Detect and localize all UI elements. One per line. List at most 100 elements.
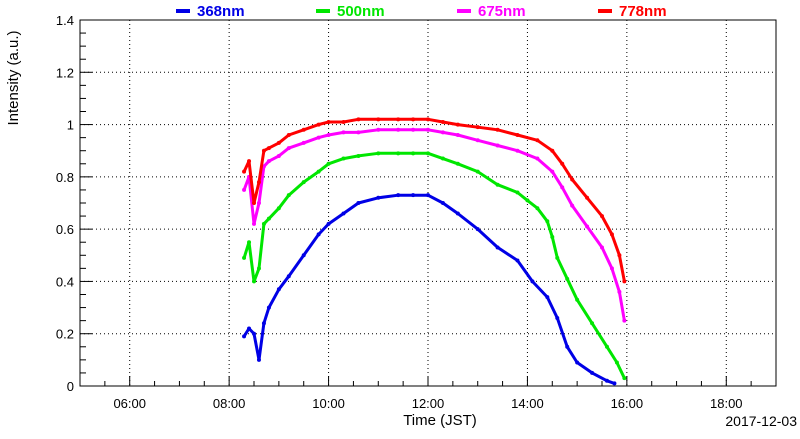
date-label: 2017-12-03 <box>725 413 797 429</box>
data-point-500nm <box>604 344 609 349</box>
data-point-778nm <box>301 127 306 132</box>
data-point-778nm <box>515 133 520 138</box>
data-point-778nm <box>617 253 622 258</box>
data-point-500nm <box>326 161 331 166</box>
data-point-675nm <box>617 289 622 294</box>
data-point-368nm <box>530 279 535 284</box>
data-point-675nm <box>622 318 627 323</box>
data-point-675nm <box>426 127 430 132</box>
data-point-778nm <box>440 119 445 124</box>
data-point-368nm <box>242 334 247 339</box>
data-point-500nm <box>242 255 247 260</box>
series-line-675nm <box>242 128 626 321</box>
data-point-368nm <box>440 201 445 205</box>
data-point-778nm <box>256 180 261 185</box>
y-tick-label: 0.4 <box>56 274 74 289</box>
legend-label-778nm: 778nm <box>619 3 667 20</box>
data-point-675nm <box>341 130 346 135</box>
data-point-778nm <box>600 214 604 219</box>
data-point-778nm <box>286 133 291 138</box>
data-point-675nm <box>535 156 540 161</box>
data-point-778nm <box>585 195 590 200</box>
y-tick-label: 0.8 <box>56 170 74 185</box>
data-point-675nm <box>326 133 331 138</box>
plot-frame <box>79 19 777 387</box>
data-point-778nm <box>475 125 480 130</box>
data-point-368nm <box>612 381 617 386</box>
data-point-500nm <box>622 376 627 381</box>
y-tick-label: 0.2 <box>56 327 74 342</box>
data-point-500nm <box>555 255 560 260</box>
data-point-500nm <box>376 151 381 156</box>
data-point-500nm <box>247 240 252 245</box>
data-point-675nm <box>570 203 575 208</box>
data-point-368nm <box>247 326 252 331</box>
data-point-368nm <box>515 258 520 263</box>
data-point-675nm <box>256 201 261 205</box>
data-point-368nm <box>565 344 570 349</box>
x-tick-label: 08:00 <box>213 396 246 411</box>
data-point-368nm <box>575 360 580 365</box>
data-point-675nm <box>455 133 460 138</box>
data-point-500nm <box>396 151 401 156</box>
data-point-778nm <box>535 138 540 143</box>
data-point-500nm <box>341 156 346 161</box>
data-point-675nm <box>495 143 500 148</box>
data-point-368nm <box>252 331 256 336</box>
data-point-368nm <box>604 378 609 383</box>
data-point-778nm <box>609 232 614 237</box>
data-point-778nm <box>560 161 565 166</box>
series-layer <box>242 117 627 386</box>
data-point-368nm <box>426 193 430 198</box>
data-point-500nm <box>256 266 261 271</box>
data-point-500nm <box>440 156 445 161</box>
data-point-675nm <box>515 148 520 153</box>
data-point-368nm <box>475 227 480 232</box>
x-tick-label: 18:00 <box>710 396 743 411</box>
x-tick-label: 16:00 <box>611 396 644 411</box>
data-point-500nm <box>535 206 540 211</box>
data-point-675nm <box>276 153 281 158</box>
data-point-675nm <box>475 138 480 143</box>
data-point-778nm <box>550 148 555 153</box>
data-point-675nm <box>356 130 361 135</box>
data-point-675nm <box>376 127 381 132</box>
y-tick-label: 0 <box>67 379 74 394</box>
data-point-368nm <box>411 193 416 198</box>
data-point-500nm <box>575 297 580 302</box>
data-point-500nm <box>316 169 321 174</box>
data-point-368nm <box>545 295 550 300</box>
data-point-778nm <box>261 148 266 153</box>
y-tick-label: 0.6 <box>56 222 74 237</box>
x-axis-title: Time (JST) <box>403 412 477 429</box>
data-point-368nm <box>276 287 281 292</box>
data-point-368nm <box>455 211 460 216</box>
data-point-778nm <box>376 117 381 122</box>
data-point-368nm <box>376 195 381 200</box>
data-point-778nm <box>341 119 346 124</box>
data-point-675nm <box>252 221 256 226</box>
data-point-778nm <box>252 201 256 205</box>
data-point-500nm <box>426 151 430 156</box>
data-point-500nm <box>590 321 595 326</box>
legend-label-675nm: 675nm <box>478 3 526 20</box>
data-point-675nm <box>560 185 565 190</box>
y-axis-title: Intensity (a.u.) <box>5 30 22 125</box>
data-point-778nm <box>495 127 500 132</box>
axis-ticks: 06:00 08:00 10:00 12:00 14:00 16:00 18:00 0 0.2 0… <box>56 13 777 411</box>
data-point-778nm <box>396 117 401 122</box>
data-point-368nm <box>316 232 321 237</box>
data-point-500nm <box>301 180 306 185</box>
data-point-778nm <box>276 140 281 145</box>
y-tick-label: 1.2 <box>56 65 74 80</box>
data-point-368nm <box>301 253 306 258</box>
data-point-368nm <box>326 221 331 226</box>
gridlines <box>80 19 776 387</box>
data-point-778nm <box>247 159 252 164</box>
data-point-368nm <box>341 211 346 216</box>
data-point-500nm <box>455 161 460 166</box>
data-point-500nm <box>266 216 271 221</box>
data-point-675nm <box>396 127 401 132</box>
data-point-778nm <box>622 279 627 284</box>
data-point-778nm <box>570 177 575 182</box>
